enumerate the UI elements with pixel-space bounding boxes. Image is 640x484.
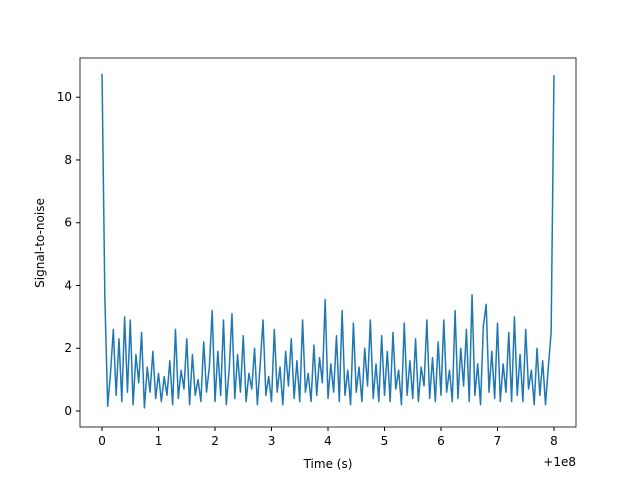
- x-tick-label: 0: [98, 434, 106, 448]
- y-tick-label: 6: [64, 216, 72, 230]
- y-tick-label: 8: [64, 153, 72, 167]
- x-axis-label: Time (s): [303, 457, 353, 471]
- x-tick-label: 4: [324, 434, 332, 448]
- y-tick-label: 4: [64, 278, 72, 292]
- x-tick-label: 2: [211, 434, 219, 448]
- x-tick-label: 5: [381, 434, 389, 448]
- x-tick-label: 7: [494, 434, 502, 448]
- y-tick-label: 0: [64, 404, 72, 418]
- x-tick-label: 6: [437, 434, 445, 448]
- x-tick-label: 1: [155, 434, 163, 448]
- y-axis-label: Signal-to-noise: [33, 198, 47, 288]
- y-tick-label: 2: [64, 341, 72, 355]
- x-tick-label: 3: [268, 434, 276, 448]
- plot-frame: [79, 57, 577, 428]
- y-tick-label: 10: [57, 90, 72, 104]
- x-tick-label: 8: [550, 434, 558, 448]
- x-offset-label: +1e8: [543, 455, 576, 469]
- line: [101, 73, 555, 409]
